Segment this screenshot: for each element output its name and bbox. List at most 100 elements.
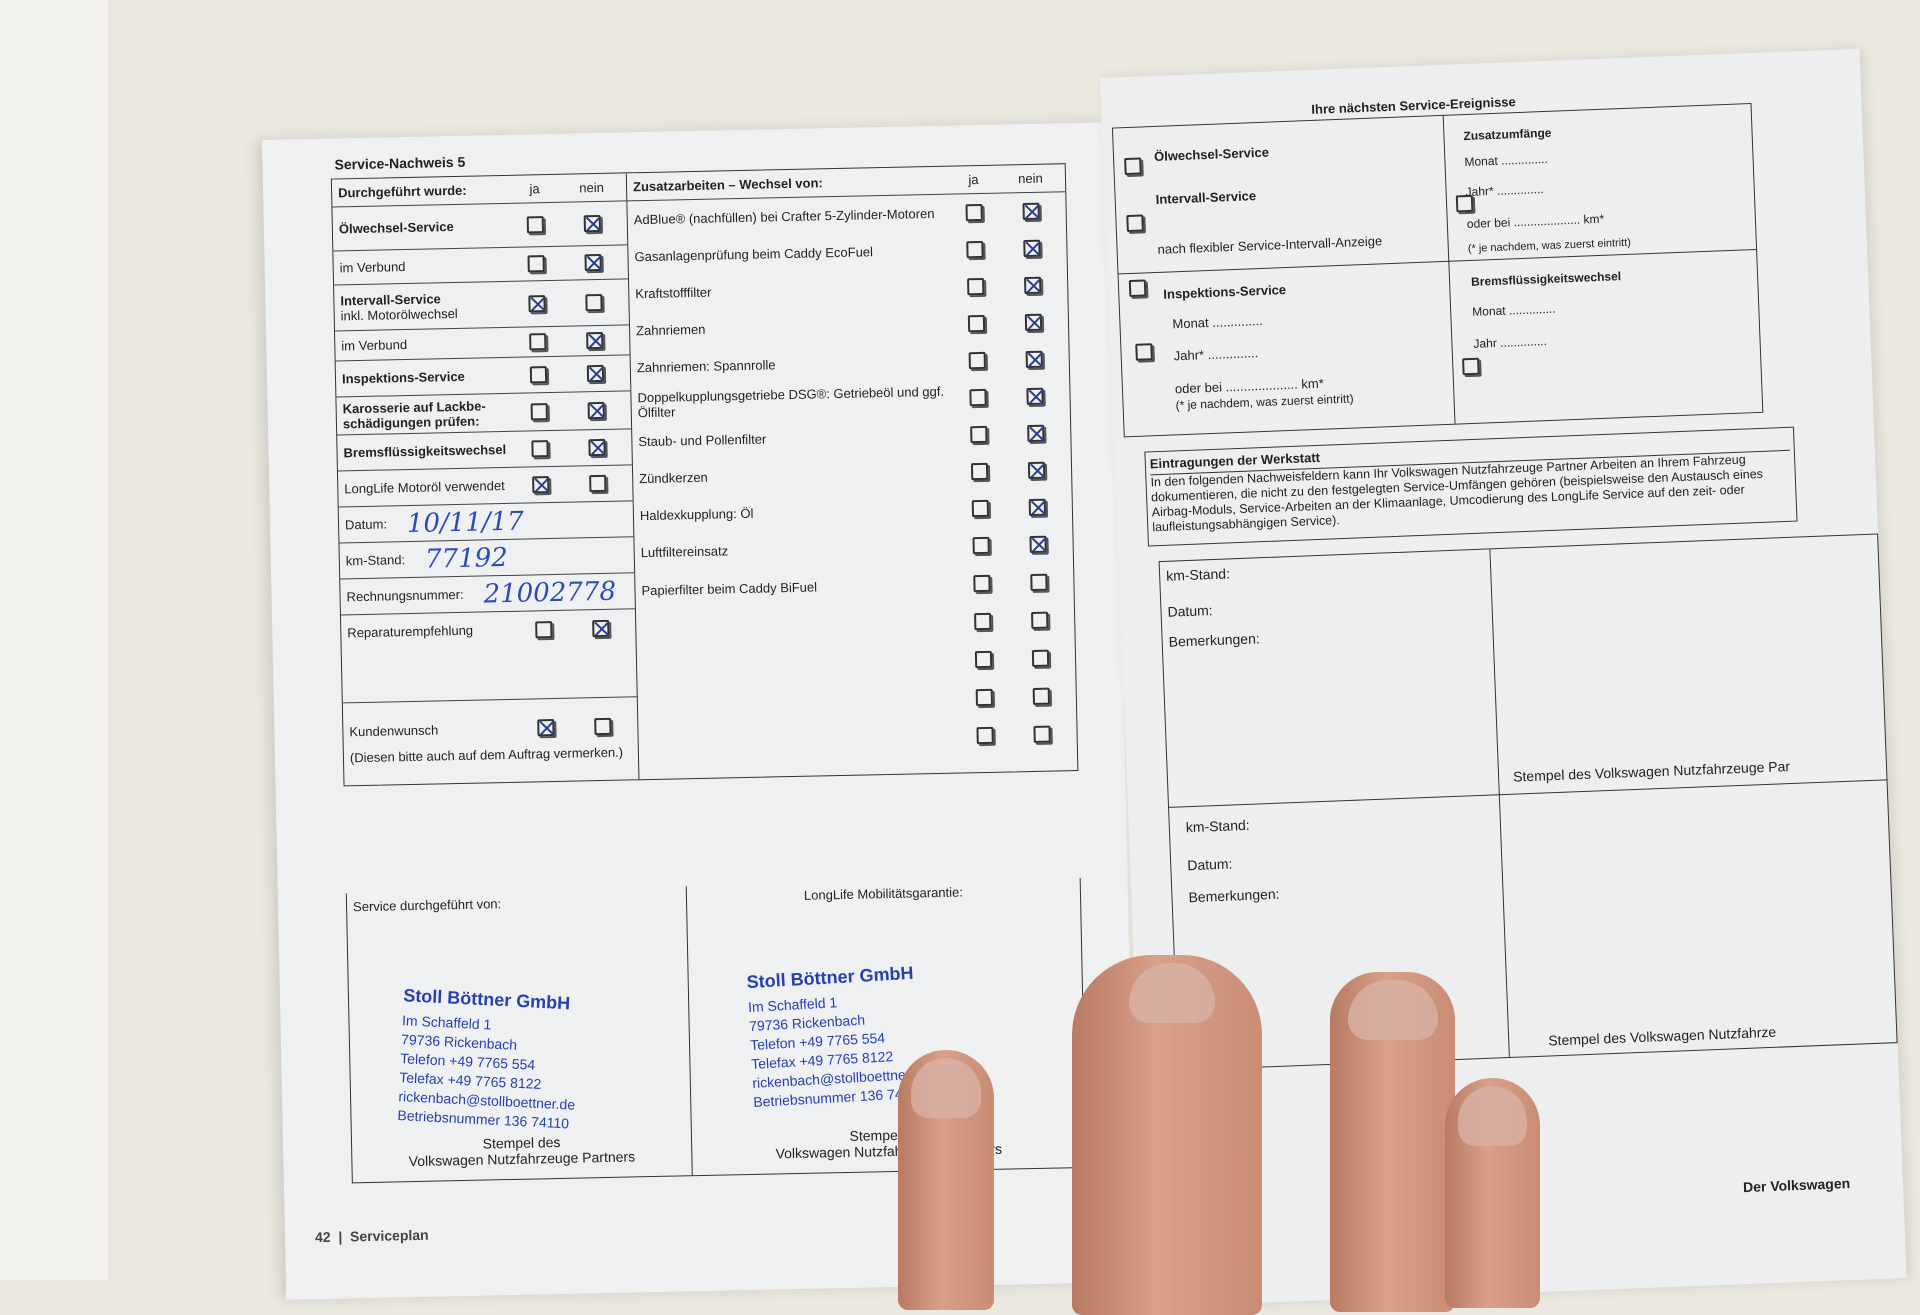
checkbox[interactable] <box>974 612 992 630</box>
checkbox[interactable] <box>1135 343 1153 361</box>
checkbox[interactable] <box>968 351 986 370</box>
table-row: Intervall-Service inkl. Motorölwechsel <box>334 279 629 332</box>
stamp-name: Stoll Böttner GmbH <box>746 962 914 993</box>
workshop-box: Eintragungen der Werkstatt In den folgen… <box>1144 426 1798 547</box>
checkbox[interactable] <box>1027 424 1045 443</box>
checkbox[interactable] <box>535 621 553 639</box>
mobility-box: LongLife Mobilitätsgarantie: Stoll Böttn… <box>687 878 1086 1175</box>
stamp-caption: Stempel des Volkswagen Nutzfahrzeuge Part… <box>775 1126 1003 1162</box>
checkbox[interactable] <box>529 333 547 351</box>
km-label: km-Stand: <box>1185 816 1250 836</box>
stamp-caption: Stempel des Volkswagen Nutzfahrzeuge Par <box>1512 758 1791 785</box>
service-table: Durchgeführt wurde: ja nein Ölwechsel-Servi… <box>330 163 1079 787</box>
interval-service-label: Intervall-Service <box>1155 188 1257 207</box>
checkbox[interactable] <box>1028 498 1047 517</box>
km-label: km-Stand: <box>1165 565 1231 584</box>
date-label: Datum: <box>1186 855 1233 874</box>
checkbox[interactable] <box>526 216 545 234</box>
checkbox[interactable] <box>530 403 548 421</box>
checkbox[interactable] <box>1128 279 1147 298</box>
month-field: Monat .............. <box>1172 312 1264 332</box>
checkbox[interactable] <box>584 253 602 272</box>
checkbox[interactable] <box>586 331 604 350</box>
checkbox[interactable] <box>970 425 988 444</box>
checkbox[interactable] <box>1022 202 1040 221</box>
checkbox[interactable] <box>965 203 983 222</box>
table-row <box>638 714 1077 761</box>
checkbox[interactable] <box>531 440 549 458</box>
checkbox[interactable] <box>1023 239 1041 258</box>
checkbox[interactable] <box>972 536 990 555</box>
checkbox[interactable] <box>529 366 548 384</box>
checkbox[interactable] <box>527 255 545 273</box>
stamp-caption: Stempel des Volkswagen Nutzfahrzeuge Part… <box>408 1133 636 1170</box>
checkbox[interactable] <box>592 619 610 638</box>
checkbox[interactable] <box>583 214 601 233</box>
checkbox[interactable] <box>973 574 991 592</box>
checkbox[interactable] <box>970 462 989 481</box>
checkbox[interactable] <box>1026 387 1044 406</box>
date-label: Datum: <box>1167 602 1213 620</box>
service-by-box: Service durchgeführt von: Stoll Böttner … <box>346 886 693 1183</box>
checkbox[interactable] <box>537 719 555 737</box>
table-row: LongLife Motoröl verwendet <box>337 465 633 508</box>
checkbox[interactable] <box>588 438 606 457</box>
stamp-name: Stoll Böttner GmbH <box>402 985 571 1014</box>
finger <box>898 1050 994 1310</box>
checkbox[interactable] <box>585 293 603 312</box>
checkbox[interactable] <box>1029 535 1047 554</box>
table-row: Reparaturempfehlung <box>340 609 637 704</box>
dealer-stamp: Stoll Böttner GmbH Im Schaffeld 1 79736 Ri… <box>397 985 580 1133</box>
checkbox[interactable] <box>969 388 987 407</box>
checkbox[interactable] <box>967 314 986 333</box>
table-row: Karosserie auf Lackbe-schädigungen prüfe… <box>336 391 632 436</box>
form-field: km-Stand: 77192 <box>339 537 635 580</box>
checkbox[interactable] <box>974 650 993 668</box>
handwritten-value: 77192 <box>424 542 509 575</box>
checkbox[interactable] <box>1027 461 1046 480</box>
left-page: Service-Nachweis 5 Durchgeführt wurde: ja… <box>262 122 1137 1300</box>
checkbox[interactable] <box>1024 313 1043 332</box>
handwritten-value: 10/11/17 <box>406 506 525 539</box>
next-service-box: Ölwechsel-Service Intervall-Service nach… <box>1111 103 1764 438</box>
checkbox[interactable] <box>966 240 984 259</box>
checkbox[interactable] <box>589 474 607 493</box>
inspection-label: Inspektions-Service <box>1163 282 1287 302</box>
checkbox[interactable] <box>971 499 990 518</box>
checkbox[interactable] <box>1024 276 1042 295</box>
month-field: Monat .............. <box>1464 151 1549 170</box>
checkbox[interactable] <box>586 364 605 383</box>
additional-work-column: Zusatzarbeiten – Wechsel von: ja nein AdBlu… <box>626 164 1078 779</box>
extras-label: Zusatzumfänge <box>1463 125 1552 144</box>
year-field: Jahr* .............. <box>1173 345 1259 364</box>
table-row: Inspektions-Service <box>335 355 631 398</box>
handwritten-value: 21002778 <box>483 576 617 609</box>
table-row: Bremsflüssigkeitswechsel <box>337 429 632 472</box>
checkbox[interactable] <box>967 277 985 296</box>
table-surface <box>0 0 108 1280</box>
stamp-caption: Stempel des Volkswagen Nutzfahrze <box>1547 1023 1777 1049</box>
checkbox[interactable] <box>532 476 550 494</box>
checkbox[interactable] <box>594 717 612 736</box>
checkbox[interactable] <box>1031 611 1049 629</box>
year-field: Jahr .............. <box>1473 334 1548 351</box>
checkbox[interactable] <box>528 295 546 313</box>
checkbox[interactable] <box>975 688 993 706</box>
checkbox[interactable] <box>1126 214 1144 233</box>
checkbox[interactable] <box>1033 725 1051 743</box>
checkbox[interactable] <box>587 401 605 420</box>
checkbox[interactable] <box>1030 573 1048 591</box>
checkbox[interactable] <box>1025 350 1043 369</box>
checkbox[interactable] <box>976 726 994 744</box>
checkbox[interactable] <box>1124 157 1142 176</box>
remarks-label: Bemerkungen: <box>1188 885 1280 906</box>
remarks-label: Bemerkungen: <box>1168 630 1260 650</box>
finger <box>1330 972 1455 1312</box>
service-by-label: Service durchgeführt von: <box>352 896 502 915</box>
checkbox[interactable] <box>1031 649 1050 667</box>
oil-service-label: Ölwechsel-Service <box>1153 144 1270 164</box>
form-field: Datum: 10/11/17 <box>338 501 634 544</box>
checkbox[interactable] <box>1462 357 1480 376</box>
flex-interval-label: nach flexibler Service-Intervall-Anzeige <box>1157 233 1383 257</box>
checkbox[interactable] <box>1032 687 1050 705</box>
